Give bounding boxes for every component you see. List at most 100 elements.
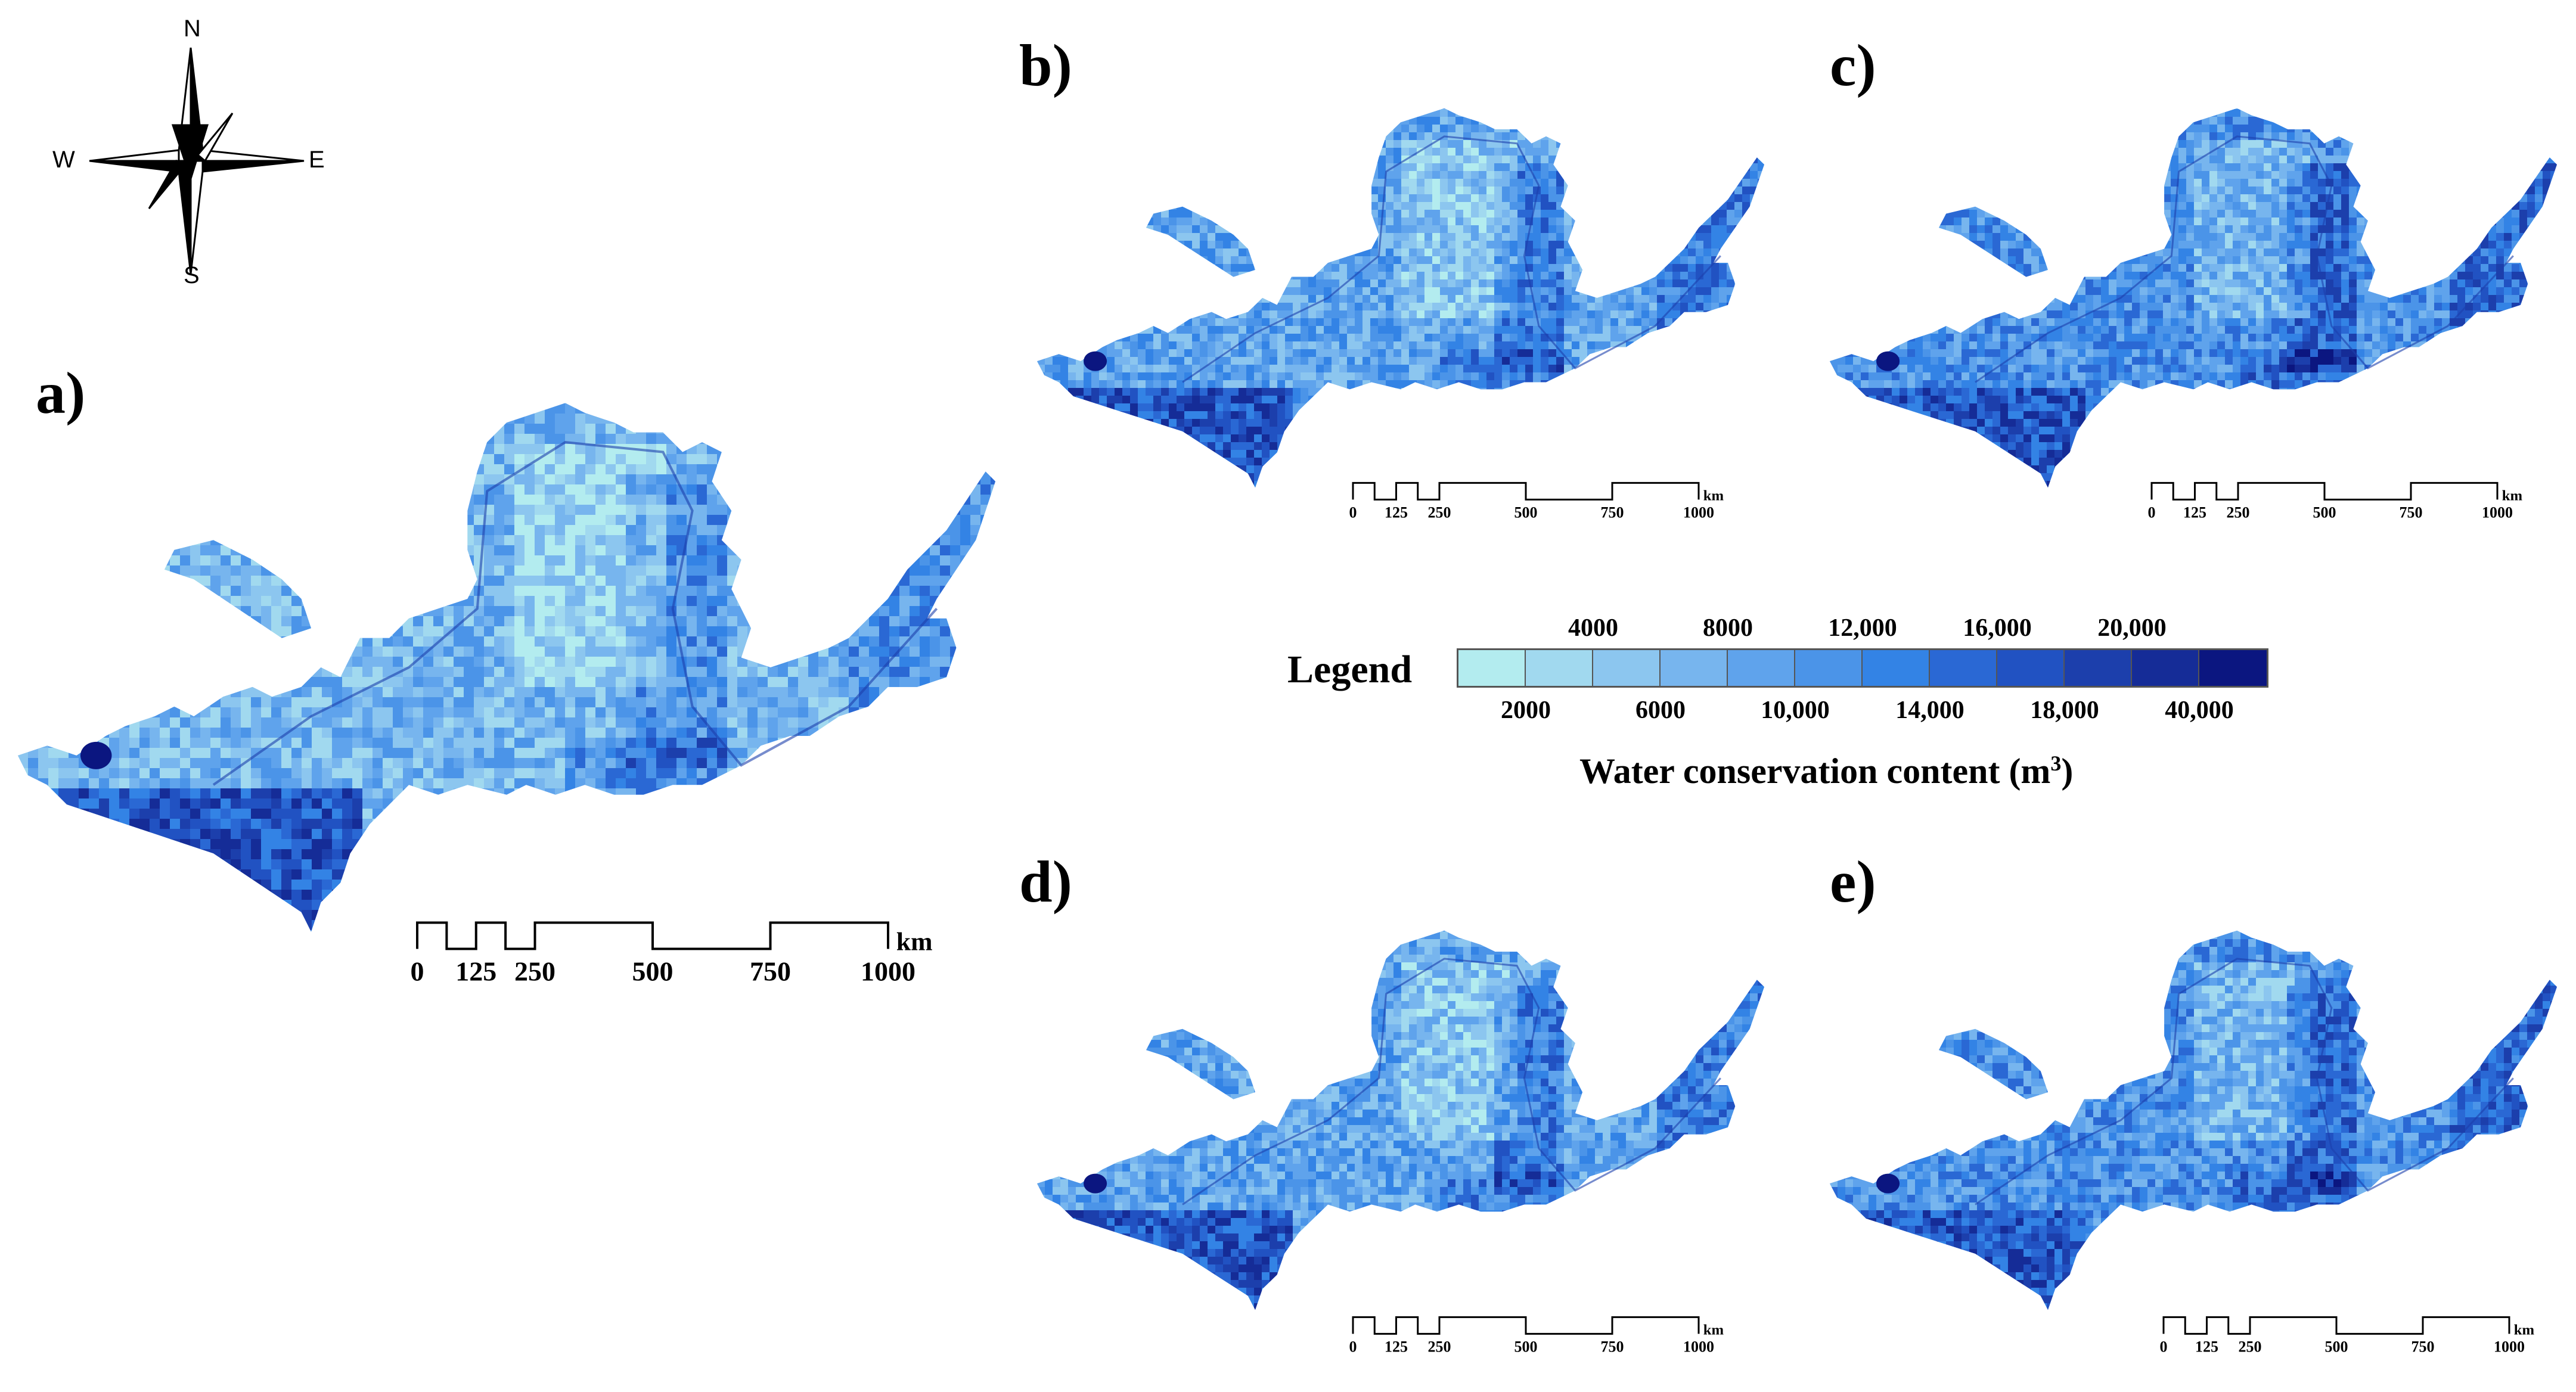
raster-cell [494,859,505,870]
raster-cell [271,778,282,789]
raster-cell [89,606,100,617]
raster-cell [38,505,49,515]
raster-cell [575,900,586,911]
raster-cell [119,697,130,708]
raster-cell [768,728,778,738]
raster-cell [818,839,829,850]
raster-cell [758,809,768,819]
raster-cell [373,403,383,414]
raster-cell [595,657,606,667]
raster-cell [261,849,272,860]
raster-cell [271,768,282,779]
raster-cell [879,505,890,515]
raster-cell [585,687,596,698]
raster-cell [454,677,464,688]
raster-cell [362,566,373,576]
raster-cell [828,586,839,596]
raster-cell [565,798,576,809]
raster-cell [332,849,343,860]
raster-cell [991,667,995,678]
raster-cell [828,474,839,485]
raster-cell [58,880,69,890]
raster-cell [190,515,201,526]
raster-cell [808,869,819,880]
raster-cell [484,626,495,637]
raster-cell [940,890,951,900]
raster-cell [28,717,39,728]
raster-cell [747,657,758,667]
raster-cell [454,576,464,586]
raster-cell [109,758,120,769]
raster-cell [555,819,566,829]
raster-cell [585,677,596,688]
raster-cell [139,738,150,748]
raster-cell [980,839,991,850]
raster-cell [778,495,789,505]
raster-cell [727,586,738,596]
raster-cell [889,687,900,698]
raster-cell [241,566,252,576]
raster-cell [545,657,555,667]
raster-cell [565,707,576,718]
raster-cell [585,788,596,799]
raster-cell [555,849,566,860]
raster-cell [818,788,829,799]
raster-cell [48,677,59,688]
raster-cell [373,505,383,515]
raster-cell [910,606,920,617]
raster-cell [241,545,252,556]
raster-cell [322,596,333,607]
raster-cell [504,505,515,515]
raster-cell [646,484,657,495]
raster-cell [960,434,971,445]
raster-cell [818,667,829,678]
raster-cell [109,403,120,414]
raster-cell [818,849,829,860]
raster-cell [970,555,981,566]
raster-cell [443,414,454,424]
raster-cell [606,495,616,505]
raster-cell [190,758,201,769]
raster-cell [281,859,292,870]
raster-cell [768,717,778,728]
raster-cell [383,535,393,546]
raster-cell [666,809,677,819]
raster-cell [849,859,859,870]
raster-cell [291,667,302,678]
raster-cell [79,535,89,546]
raster-cell [839,728,849,738]
raster-cell [991,586,995,596]
raster-cell [524,819,535,829]
raster-cell [991,748,995,759]
raster-cell [484,677,495,688]
raster-cell [920,748,930,759]
raster-cell [170,849,181,860]
raster-cell [879,535,890,546]
raster-cell [687,414,697,424]
raster-cell [231,444,241,455]
raster-cell [687,768,697,779]
raster-cell [119,596,130,607]
raster-cell [940,454,951,465]
raster-cell [291,839,302,850]
raster-cell [747,616,758,627]
raster-cell [251,464,262,475]
raster-cell [69,880,79,890]
raster-cell [514,495,525,505]
raster-cell [474,626,485,637]
raster-cell [778,758,789,769]
raster-cell [768,758,778,769]
raster-cell [89,545,100,556]
raster-cell [291,434,302,445]
raster-cell [697,758,707,769]
raster-cell [302,839,312,850]
raster-cell [433,545,444,556]
raster-cell [656,677,667,688]
raster-cell [980,515,991,526]
raster-cell [423,869,434,880]
raster-cell [18,839,29,850]
raster-cell [443,647,454,657]
raster-cell [758,586,768,596]
raster-cell [58,545,69,556]
raster-cell [545,880,555,890]
